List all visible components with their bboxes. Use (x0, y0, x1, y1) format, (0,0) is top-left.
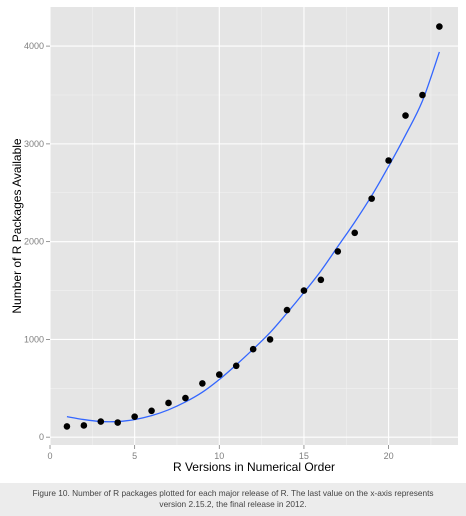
y-tick-label: 2000 (24, 237, 44, 247)
y-tick-label: 0 (39, 432, 44, 442)
x-tick-label: 10 (214, 451, 224, 461)
y-tick-label: 3000 (24, 139, 44, 149)
data-point (317, 276, 325, 284)
data-point (131, 413, 138, 420)
data-point (351, 229, 359, 237)
data-point (114, 419, 122, 426)
data-point (165, 399, 172, 407)
data-point (436, 23, 443, 30)
plot-panel (50, 7, 458, 445)
y-axis-title: Number of R Packages Available (10, 138, 24, 314)
data-point (80, 422, 88, 429)
data-point (63, 423, 71, 430)
x-tick-label: 15 (299, 451, 309, 461)
data-point (97, 418, 105, 425)
data-point (385, 157, 392, 164)
data-point (199, 380, 206, 387)
y-tick-label: 1000 (24, 334, 44, 344)
data-point (249, 345, 257, 353)
axis-ticks (46, 45, 389, 449)
minor-gridlines (50, 7, 458, 445)
data-point (419, 91, 426, 99)
major-gridlines (49, 7, 458, 445)
x-tick-label: 0 (47, 451, 52, 461)
chart-svg: 0 5 10 15 20 0 1000 2000 3000 4000 R Versions in … (10, 7, 458, 474)
data-point (283, 306, 291, 314)
caption-line-1: Figure 10. Number of R packages plotted … (32, 488, 434, 498)
x-axis-title: R Versions in Numerical Order (173, 460, 335, 474)
data-point (300, 287, 308, 294)
data-point (266, 336, 274, 343)
data-point (148, 407, 155, 415)
data-point (334, 248, 342, 255)
data-point (402, 112, 409, 119)
axis-tick-labels: 0 5 10 15 20 0 1000 2000 3000 4000 (24, 41, 394, 461)
data-points (63, 23, 443, 430)
x-tick-label: 5 (132, 451, 137, 461)
y-tick-label: 4000 (24, 41, 44, 51)
caption-line-2: version 2.15.2, the final release in 201… (159, 499, 307, 509)
x-tick-label: 20 (384, 451, 394, 461)
data-point (182, 394, 189, 402)
data-point (232, 362, 240, 370)
data-point (368, 195, 375, 202)
data-point (215, 371, 223, 378)
figure-caption: Figure 10. Number of R packages plotted … (0, 483, 466, 516)
chart-figure: 0 5 10 15 20 0 1000 2000 3000 4000 R Versions in … (10, 7, 458, 474)
